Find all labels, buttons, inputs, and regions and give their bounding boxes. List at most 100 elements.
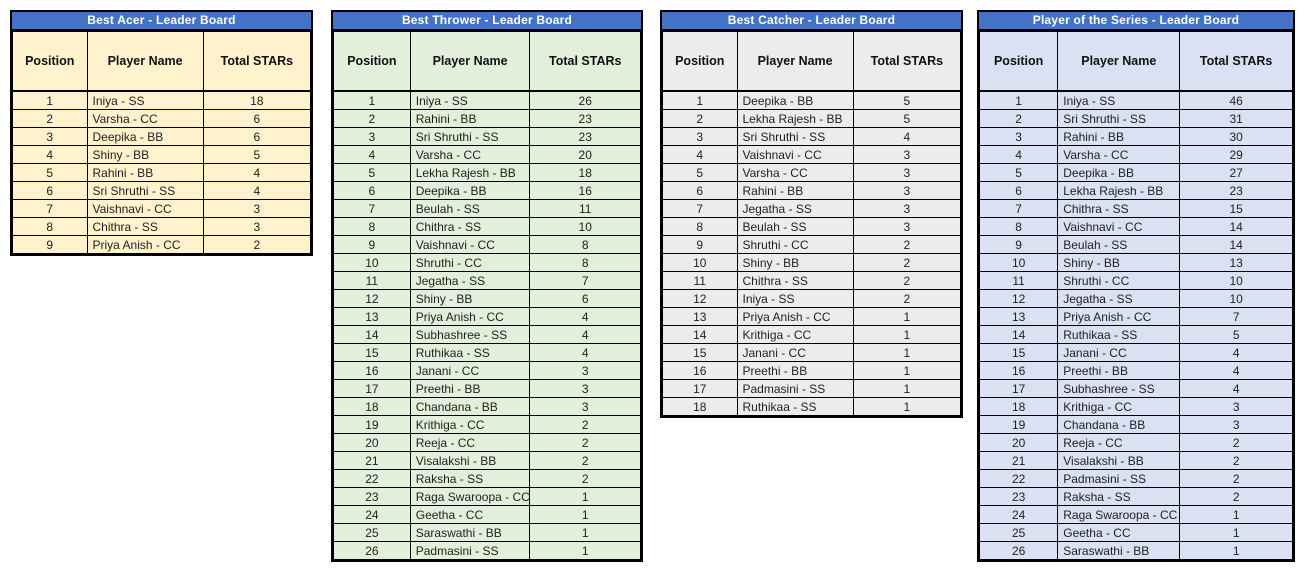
cell-position: 3 [662,127,738,146]
cell-player-name: Preethi - BB [1057,361,1181,380]
cell-total-stars: 23 [1179,181,1293,200]
cell-total-stars: 1 [852,325,962,344]
table-row: 14 Ruthikaa - SS 5 [978,325,1293,344]
cell-total-stars: 7 [529,271,641,290]
cell-player-name: Deepika - BB [736,90,854,110]
table-row: 5 Varsha - CC 3 [662,163,962,182]
cell-position: 3 [333,127,411,146]
column-header-position: Position [978,31,1059,92]
cell-player-name: Rahini - BB [409,109,531,128]
leaderboard-table: Position Player Name Total STARs 1 Iniya - S… [333,31,641,560]
table-row: 13 Priya Anish - CC 1 [662,307,962,326]
cell-position: 4 [12,145,88,164]
cell-player-name: Visalakshi - BB [1057,451,1181,470]
cell-player-name: Chithra - SS [736,271,854,290]
cell-total-stars: 2 [529,451,641,470]
cell-position: 26 [978,541,1059,560]
cell-player-name: Priya Anish - CC [1057,307,1181,326]
table-row: 17 Subhashree - SS 4 [978,379,1293,398]
cell-total-stars: 23 [529,109,641,128]
leaderboard-table: Position Player Name Total STARs 1 Iniya - S… [978,31,1293,560]
table-row: 15 Ruthikaa - SS 4 [333,343,641,362]
cell-position: 21 [333,451,411,470]
cell-position: 1 [333,90,411,110]
cell-position: 7 [333,199,411,218]
cell-position: 6 [333,181,411,200]
cell-position: 16 [978,361,1059,380]
column-header-total-stars: Total STARs [202,31,312,92]
table-row: 7 Vaishnavi - CC 3 [12,199,312,218]
cell-player-name: Deepika - BB [409,181,531,200]
cell-total-stars: 1 [852,379,962,398]
table-row: 3 Deepika - BB 6 [12,127,312,146]
table-row: 3 Rahini - BB 30 [978,127,1293,146]
cell-position: 1 [978,90,1059,110]
board-title: Best Acer - Leader Board [12,12,311,31]
table-row: 19 Chandana - BB 3 [978,415,1293,434]
cell-total-stars: 1 [852,361,962,380]
cell-total-stars: 1 [852,397,962,416]
cell-total-stars: 1 [852,307,962,326]
cell-total-stars: 3 [852,181,962,200]
table-row: 10 Shiny - BB 13 [978,253,1293,272]
cell-player-name: Shiny - BB [409,289,531,308]
cell-player-name: Lekha Rajesh - BB [409,163,531,182]
cell-player-name: Sri Shruthi - SS [736,127,854,146]
cell-total-stars: 14 [1179,217,1293,236]
table-row: 14 Krithiga - CC 1 [662,325,962,344]
cell-position: 23 [978,487,1059,506]
cell-total-stars: 3 [852,163,962,182]
cell-player-name: Rahini - BB [1057,127,1181,146]
cell-player-name: Chithra - SS [409,217,531,236]
cell-player-name: Shruthi - CC [1057,271,1181,290]
cell-position: 10 [333,253,411,272]
cell-player-name: Vaishnavi - CC [409,235,531,254]
cell-total-stars: 2 [852,271,962,290]
cell-total-stars: 1 [1179,541,1293,560]
cell-player-name: Raksha - SS [1057,487,1181,506]
cell-player-name: Chandana - BB [409,397,531,416]
cell-position: 23 [333,487,411,506]
cell-player-name: Janani - CC [736,343,854,362]
cell-total-stars: 20 [529,145,641,164]
cell-position: 24 [978,505,1059,524]
cell-player-name: Jegatha - SS [736,199,854,218]
cell-player-name: Geetha - CC [409,505,531,524]
table-row: 4 Varsha - CC 29 [978,145,1293,164]
cell-player-name: Shiny - BB [1057,253,1181,272]
cell-position: 2 [333,109,411,128]
cell-position: 4 [333,145,411,164]
table-row: 6 Lekha Rajesh - BB 23 [978,181,1293,200]
cell-total-stars: 3 [202,217,312,236]
cell-total-stars: 16 [529,181,641,200]
table-row: 11 Chithra - SS 2 [662,271,962,290]
cell-player-name: Deepika - BB [86,127,204,146]
cell-total-stars: 2 [529,415,641,434]
table-row: 9 Priya Anish - CC 2 [12,235,312,254]
table-row: 2 Rahini - BB 23 [333,109,641,128]
table-row: 1 Deepika - BB 5 [662,90,962,110]
cell-total-stars: 8 [529,235,641,254]
cell-position: 17 [662,379,738,398]
cell-position: 17 [333,379,411,398]
column-header-total-stars: Total STARs [1179,31,1293,92]
cell-total-stars: 3 [1179,415,1293,434]
cell-player-name: Lekha Rajesh - BB [736,109,854,128]
cell-position: 11 [333,271,411,290]
cell-position: 2 [978,109,1059,128]
cell-player-name: Sri Shruthi - SS [409,127,531,146]
table-row: 11 Shruthi - CC 10 [978,271,1293,290]
column-header-total-stars: Total STARs [852,31,962,92]
cell-player-name: Chandana - BB [1057,415,1181,434]
table-row: 16 Janani - CC 3 [333,361,641,380]
cell-position: 14 [333,325,411,344]
table-row: 9 Vaishnavi - CC 8 [333,235,641,254]
board-title: Player of the Series - Leader Board [979,12,1293,31]
cell-total-stars: 4 [1179,361,1293,380]
cell-position: 14 [978,325,1059,344]
cell-player-name: Krithiga - CC [1057,397,1181,416]
table-row: 19 Krithiga - CC 2 [333,415,641,434]
board-title: Best Thrower - Leader Board [333,12,641,31]
cell-player-name: Raksha - SS [409,469,531,488]
table-row: 21 Visalakshi - BB 2 [333,451,641,470]
